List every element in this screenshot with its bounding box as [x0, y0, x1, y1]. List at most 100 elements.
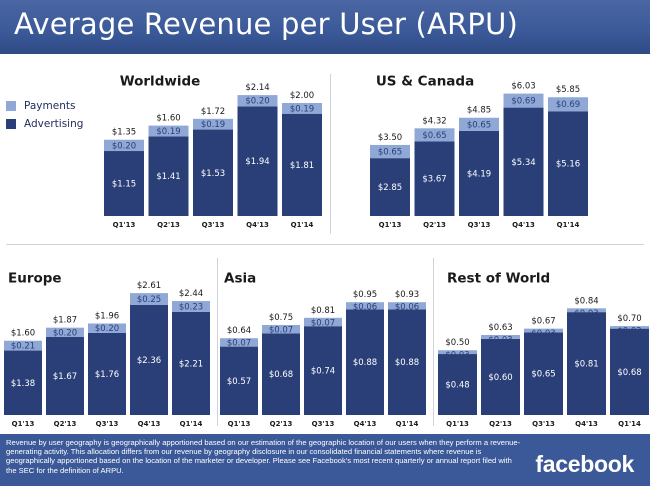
label-total-worldwide-3: $2.14 [245, 83, 269, 93]
chart-title-us-and-canada: US & Canada [376, 74, 474, 90]
bar-payments-asia-4 [388, 302, 426, 310]
bar-payments-us-and-canada-4 [548, 97, 588, 112]
legend-item-payments: Payments [6, 97, 83, 115]
label-advertising-rest-of-world-4: $0.68 [617, 368, 641, 378]
bar-payments-rest-of-world-2 [524, 328, 563, 333]
label-total-rest-of-world-2: $0.67 [531, 317, 555, 327]
bar-advertising-worldwide-3 [237, 106, 278, 216]
label-advertising-europe-1: $1.67 [53, 372, 77, 382]
tick-label-worldwide-1: Q2'13 [157, 221, 180, 229]
page-title: Average Revenue per User (ARPU) [14, 7, 519, 41]
label-advertising-europe-2: $1.76 [95, 370, 119, 380]
label-payments-rest-of-world-4: $0.02 [617, 327, 641, 337]
label-payments-asia-1: $0.07 [269, 326, 293, 336]
bar-advertising-us-and-canada-4 [548, 111, 588, 216]
bar-advertising-worldwide-4 [282, 113, 322, 216]
label-advertising-rest-of-world-3: $0.81 [574, 360, 598, 370]
tick-label-us-and-canada-1: Q2'13 [423, 221, 446, 229]
tick-label-us-and-canada-3: Q4'13 [512, 221, 535, 229]
tick-label-europe-1: Q2'13 [54, 420, 77, 428]
legend: Payments Advertising [6, 97, 83, 133]
bar-advertising-rest-of-world-3 [567, 312, 606, 415]
tick-label-rest-of-world-0: Q1'13 [446, 420, 469, 428]
label-advertising-europe-0: $1.38 [11, 379, 35, 389]
label-payments-rest-of-world-2: $0.03 [531, 329, 555, 339]
chart-title-asia: Asia [224, 271, 256, 287]
label-payments-us-and-canada-1: $0.65 [422, 131, 446, 141]
divider-bottom-left [217, 258, 218, 426]
bar-advertising-asia-2 [304, 326, 342, 415]
bar-payments-asia-3 [346, 302, 384, 310]
bar-payments-rest-of-world-0 [438, 350, 477, 355]
label-total-us-and-canada-0: $3.50 [378, 133, 402, 143]
bar-payments-us-and-canada-3 [503, 93, 544, 108]
bar-payments-worldwide-4 [282, 103, 322, 114]
legend-label-payments: Payments [24, 100, 76, 112]
bar-advertising-rest-of-world-2 [524, 332, 563, 415]
tick-label-worldwide-3: Q4'13 [246, 221, 269, 229]
bar-advertising-us-and-canada-3 [503, 107, 544, 216]
label-total-worldwide-1: $1.60 [156, 114, 180, 124]
label-advertising-asia-1: $0.68 [269, 370, 293, 380]
legend-item-advertising: Advertising [6, 115, 83, 133]
bar-advertising-us-and-canada-0 [370, 158, 410, 216]
tick-label-us-and-canada-2: Q3'13 [468, 221, 491, 229]
facebook-logo: facebook [535, 451, 634, 477]
bar-payments-worldwide-1 [148, 125, 189, 137]
label-advertising-worldwide-0: $1.15 [112, 180, 136, 190]
chart-title-europe: Europe [8, 271, 62, 287]
tick-label-europe-3: Q4'13 [138, 420, 161, 428]
legend-swatch-payments [6, 101, 16, 111]
label-payments-worldwide-4: $0.19 [290, 104, 314, 114]
label-payments-us-and-canada-3: $0.69 [511, 97, 535, 107]
bar-advertising-europe-4 [172, 311, 210, 415]
label-advertising-us-and-canada-1: $3.67 [422, 175, 446, 185]
label-payments-worldwide-3: $0.20 [245, 97, 269, 107]
label-advertising-rest-of-world-0: $0.48 [445, 381, 469, 391]
label-payments-asia-3: $0.06 [353, 303, 377, 313]
bar-payments-worldwide-3 [237, 95, 278, 107]
label-advertising-worldwide-1: $1.41 [156, 172, 180, 182]
bar-payments-rest-of-world-3 [567, 308, 606, 313]
label-payments-worldwide-2: $0.19 [201, 120, 225, 130]
bar-advertising-us-and-canada-1 [414, 141, 455, 216]
label-payments-europe-2: $0.20 [95, 324, 119, 334]
label-total-worldwide-0: $1.35 [112, 128, 136, 138]
tick-label-asia-0: Q1'13 [228, 420, 251, 428]
label-advertising-us-and-canada-3: $5.34 [511, 158, 535, 168]
label-payments-asia-0: $0.07 [227, 339, 251, 349]
label-advertising-rest-of-world-1: $0.60 [488, 373, 512, 383]
tick-label-asia-4: Q1'14 [396, 420, 419, 428]
label-total-us-and-canada-1: $4.32 [422, 116, 446, 126]
label-total-us-and-canada-2: $4.85 [467, 106, 491, 116]
bar-advertising-europe-0 [4, 350, 42, 415]
tick-label-rest-of-world-1: Q2'13 [489, 420, 512, 428]
label-advertising-worldwide-3: $1.94 [245, 157, 269, 167]
label-advertising-europe-3: $2.36 [137, 356, 161, 366]
label-total-worldwide-4: $2.00 [290, 91, 314, 101]
label-total-us-and-canada-3: $6.03 [511, 82, 535, 92]
label-total-us-and-canada-4: $5.85 [556, 85, 580, 95]
bar-payments-europe-0 [4, 340, 42, 351]
bar-payments-us-and-canada-2 [459, 117, 499, 131]
label-total-worldwide-2: $1.72 [201, 107, 225, 117]
label-payments-worldwide-1: $0.19 [156, 127, 180, 137]
label-payments-europe-0: $0.21 [11, 342, 35, 352]
label-payments-us-and-canada-2: $0.65 [467, 120, 491, 130]
bar-advertising-rest-of-world-0 [438, 354, 477, 415]
tick-label-us-and-canada-0: Q1'13 [379, 221, 402, 229]
bar-payments-asia-0 [220, 338, 258, 347]
label-advertising-asia-0: $0.57 [227, 377, 251, 387]
label-total-europe-4: $2.44 [179, 289, 203, 299]
bar-payments-europe-4 [172, 301, 210, 312]
tick-label-europe-2: Q3'13 [96, 420, 119, 428]
label-payments-asia-2: $0.07 [311, 318, 335, 328]
label-total-rest-of-world-3: $0.84 [574, 296, 598, 306]
label-total-asia-4: $0.93 [395, 290, 419, 300]
chart-title-rest-of-world: Rest of World [447, 271, 550, 287]
bar-advertising-worldwide-1 [148, 136, 189, 216]
bar-payments-asia-2 [304, 317, 342, 327]
bar-advertising-europe-3 [130, 304, 168, 415]
bar-advertising-europe-1 [46, 337, 84, 415]
